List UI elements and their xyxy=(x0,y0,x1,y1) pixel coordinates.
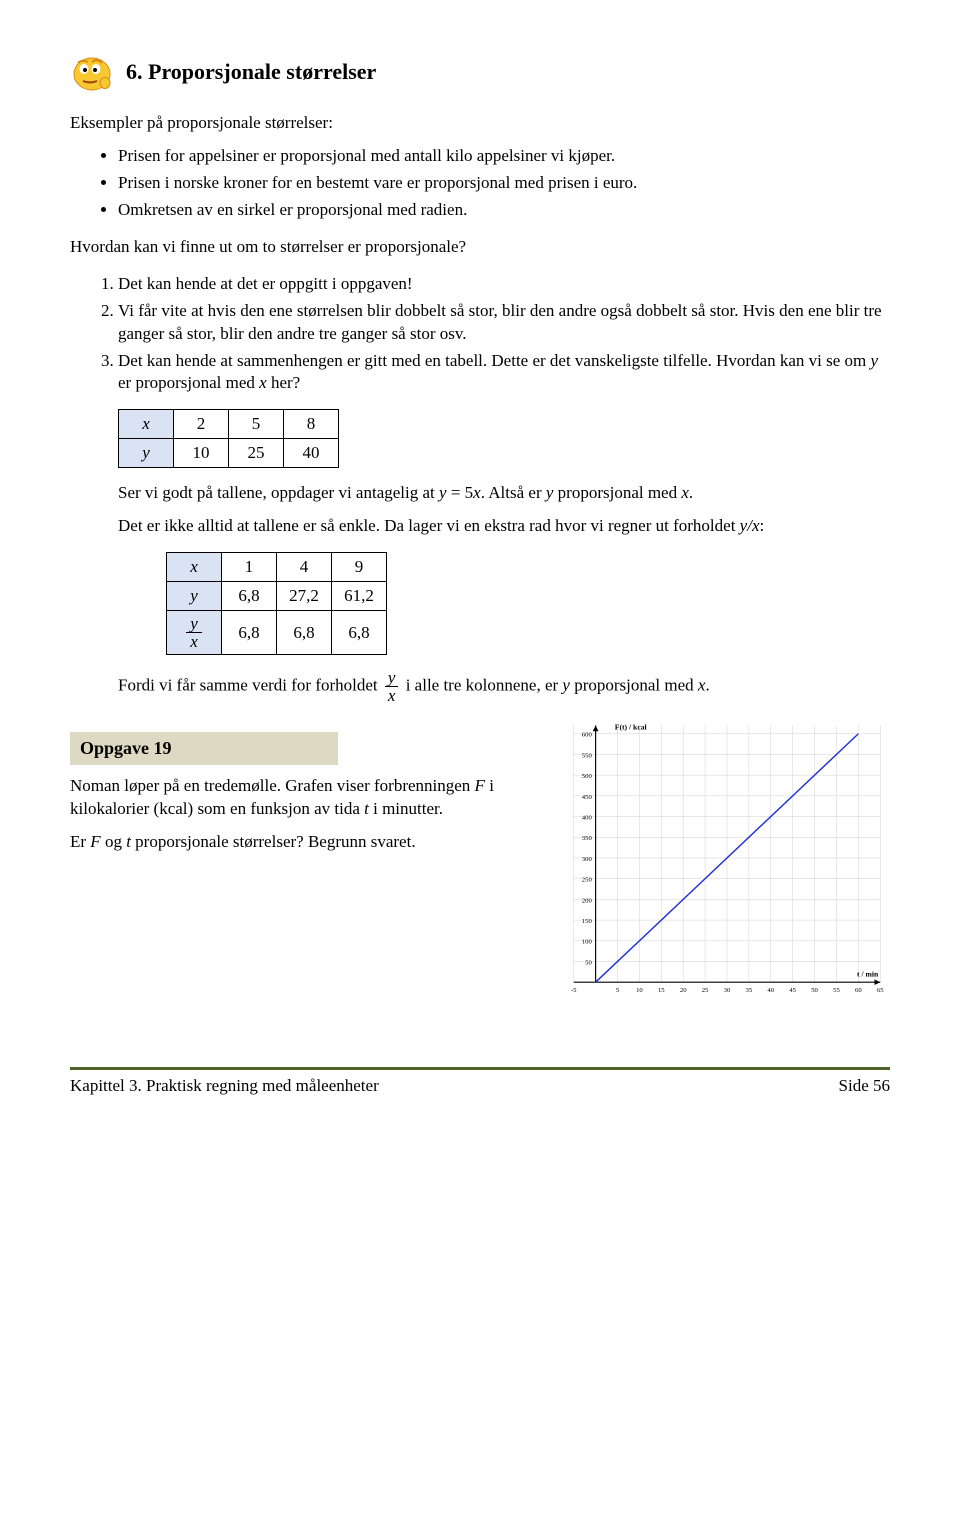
text-span: . Altså er xyxy=(481,483,546,502)
text-span: i minutter. xyxy=(369,799,443,818)
cell: 40 xyxy=(284,439,339,468)
svg-text:10: 10 xyxy=(636,987,643,994)
text-span: Er xyxy=(70,832,90,851)
text-span: og xyxy=(101,832,127,851)
svg-text:600: 600 xyxy=(582,732,593,739)
svg-text:350: 350 xyxy=(582,835,593,842)
list-item: Prisen i norske kroner for en bestemt va… xyxy=(118,172,890,195)
table-row: x 2 5 8 xyxy=(119,410,339,439)
text-span: . xyxy=(705,676,709,695)
list-item: Vi får vite at hvis den ene størrelsen b… xyxy=(118,300,890,346)
svg-text:F(t) / kcal: F(t) / kcal xyxy=(615,723,647,732)
row-header: x xyxy=(119,410,174,439)
text-span: er proporsjonal med xyxy=(118,373,259,392)
cell: 5 xyxy=(229,410,284,439)
row-header: x xyxy=(167,553,222,582)
svg-text:550: 550 xyxy=(582,753,593,760)
svg-text:50: 50 xyxy=(585,960,592,967)
cell: 6,8 xyxy=(332,611,387,655)
list-item: Det kan hende at sammenhengen er gitt me… xyxy=(118,350,890,396)
svg-text:15: 15 xyxy=(658,987,665,994)
exercise-header: Oppgave 19 xyxy=(70,732,338,765)
question-text: Hvordan kan vi finne ut om to størrelser… xyxy=(70,236,890,259)
text-span: proporsjonal med xyxy=(570,676,698,695)
cell: 6,8 xyxy=(222,582,277,611)
row-header: y xyxy=(167,582,222,611)
text-span: . xyxy=(689,483,693,502)
svg-text:20: 20 xyxy=(680,987,687,994)
cell: 2 xyxy=(174,410,229,439)
table-2: x 1 4 9 y 6,8 27,2 61,2 yx 6,8 6,8 6,8 xyxy=(166,552,387,655)
cell: 25 xyxy=(229,439,284,468)
bullet-list: Prisen for appelsiner er proporsjonal me… xyxy=(70,145,890,222)
svg-text:t / min: t / min xyxy=(857,970,879,979)
text-span: proporsjonale størrelser? Begrunn svaret… xyxy=(131,832,416,851)
cell: 61,2 xyxy=(332,582,387,611)
footer-right: Side 56 xyxy=(839,1076,890,1096)
svg-text:25: 25 xyxy=(702,987,709,994)
frac-den: x xyxy=(186,633,202,650)
task-paragraph: Er F og t proporsjonale størrelser? Begr… xyxy=(70,831,529,854)
svg-text:-5: -5 xyxy=(571,987,577,994)
ordered-list: Det kan hende at det er oppgitt i oppgav… xyxy=(70,273,890,396)
text-span: : xyxy=(760,516,765,535)
cell: 6,8 xyxy=(277,611,332,655)
intro-text: Eksempler på proporsjonale størrelser: xyxy=(70,112,890,135)
text-span: i alle tre kolonnene, er xyxy=(406,676,563,695)
thinking-emoji-icon xyxy=(70,50,114,94)
svg-text:60: 60 xyxy=(855,987,862,994)
cell: 27,2 xyxy=(277,582,332,611)
table-row: y 10 25 40 xyxy=(119,439,339,468)
svg-text:300: 300 xyxy=(582,856,593,863)
text-span: Det er ikke alltid at tallene er så enkl… xyxy=(118,516,740,535)
svg-text:200: 200 xyxy=(582,898,593,905)
table-1: x 2 5 8 y 10 25 40 xyxy=(118,409,339,468)
svg-text:65: 65 xyxy=(877,987,884,994)
list-item: Omkretsen av en sirkel er proporsjonal m… xyxy=(118,199,890,222)
text-span: proporsjonal med xyxy=(553,483,681,502)
svg-text:400: 400 xyxy=(582,815,593,822)
row-header: y xyxy=(119,439,174,468)
table-row: x 1 4 9 xyxy=(167,553,387,582)
cell: 6,8 xyxy=(222,611,277,655)
footer-left: Kapittel 3. Praktisk regning med måleenh… xyxy=(70,1076,379,1096)
paragraph: Ser vi godt på tallene, oppdager vi anta… xyxy=(118,482,890,505)
svg-text:55: 55 xyxy=(833,987,840,994)
task-paragraph: Noman løper på en tredemølle. Grafen vis… xyxy=(70,775,529,821)
svg-text:45: 45 xyxy=(790,987,797,994)
text-span: Fordi vi får samme verdi for forholdet xyxy=(118,676,382,695)
list-item: Det kan hende at det er oppgitt i oppgav… xyxy=(118,273,890,296)
cell: 4 xyxy=(277,553,332,582)
text-span: Det kan hende at sammenhengen er gitt me… xyxy=(118,351,870,370)
text-span: her? xyxy=(267,373,301,392)
paragraph: Det er ikke alltid at tallene er så enkl… xyxy=(118,515,890,538)
text-span: Ser vi godt på tallene, oppdager vi anta… xyxy=(118,483,439,502)
line-chart: -551015202530354045505560655010015020025… xyxy=(545,714,890,1001)
svg-text:450: 450 xyxy=(582,794,593,801)
svg-text:150: 150 xyxy=(582,918,593,925)
conclusion-text: Fordi vi får samme verdi for forholdet y… xyxy=(118,669,890,704)
svg-text:100: 100 xyxy=(582,939,593,946)
svg-text:50: 50 xyxy=(811,987,818,994)
svg-text:40: 40 xyxy=(768,987,775,994)
svg-text:500: 500 xyxy=(582,773,593,780)
cell: 10 xyxy=(174,439,229,468)
page-title: 6. Proporsjonale størrelser xyxy=(126,59,376,85)
text-span: Noman løper på en tredemølle. Grafen vis… xyxy=(70,776,475,795)
svg-text:35: 35 xyxy=(746,987,753,994)
svg-text:250: 250 xyxy=(582,877,593,884)
page-footer: Kapittel 3. Praktisk regning med måleenh… xyxy=(70,1067,890,1096)
frac-num: y xyxy=(186,615,202,633)
table-row: y 6,8 27,2 61,2 xyxy=(167,582,387,611)
heading-row: 6. Proporsjonale størrelser xyxy=(70,50,890,94)
list-item: Prisen for appelsiner er proporsjonal me… xyxy=(118,145,890,168)
svg-text:30: 30 xyxy=(724,987,731,994)
row-header: yx xyxy=(167,611,222,655)
cell: 8 xyxy=(284,410,339,439)
table-row: yx 6,8 6,8 6,8 xyxy=(167,611,387,655)
text-span: = 5 xyxy=(447,483,474,502)
cell: 9 xyxy=(332,553,387,582)
cell: 1 xyxy=(222,553,277,582)
